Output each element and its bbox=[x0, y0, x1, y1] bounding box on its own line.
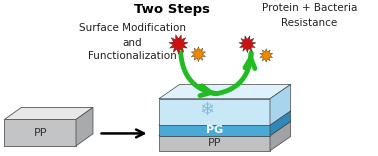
Polygon shape bbox=[159, 121, 291, 136]
Text: Resistance: Resistance bbox=[281, 18, 338, 28]
Text: Two Steps: Two Steps bbox=[134, 3, 210, 16]
Polygon shape bbox=[159, 84, 291, 99]
Polygon shape bbox=[239, 36, 256, 53]
Text: Surface Modification: Surface Modification bbox=[79, 23, 186, 33]
Polygon shape bbox=[159, 125, 270, 136]
Polygon shape bbox=[159, 99, 270, 125]
Polygon shape bbox=[76, 107, 93, 146]
Polygon shape bbox=[270, 111, 291, 136]
Polygon shape bbox=[159, 136, 270, 151]
Polygon shape bbox=[270, 121, 291, 151]
Text: ❄: ❄ bbox=[199, 101, 214, 119]
Text: Protein + Bacteria: Protein + Bacteria bbox=[262, 3, 357, 13]
Text: and: and bbox=[123, 38, 143, 48]
Text: PP: PP bbox=[208, 138, 221, 148]
Polygon shape bbox=[270, 84, 291, 125]
Text: PP: PP bbox=[34, 128, 47, 138]
Text: PG: PG bbox=[206, 125, 223, 135]
Polygon shape bbox=[159, 111, 291, 125]
Polygon shape bbox=[260, 49, 273, 62]
Polygon shape bbox=[5, 119, 76, 146]
Polygon shape bbox=[5, 107, 93, 119]
Text: Functionalization: Functionalization bbox=[88, 51, 177, 61]
Polygon shape bbox=[169, 35, 188, 54]
Polygon shape bbox=[191, 47, 206, 62]
